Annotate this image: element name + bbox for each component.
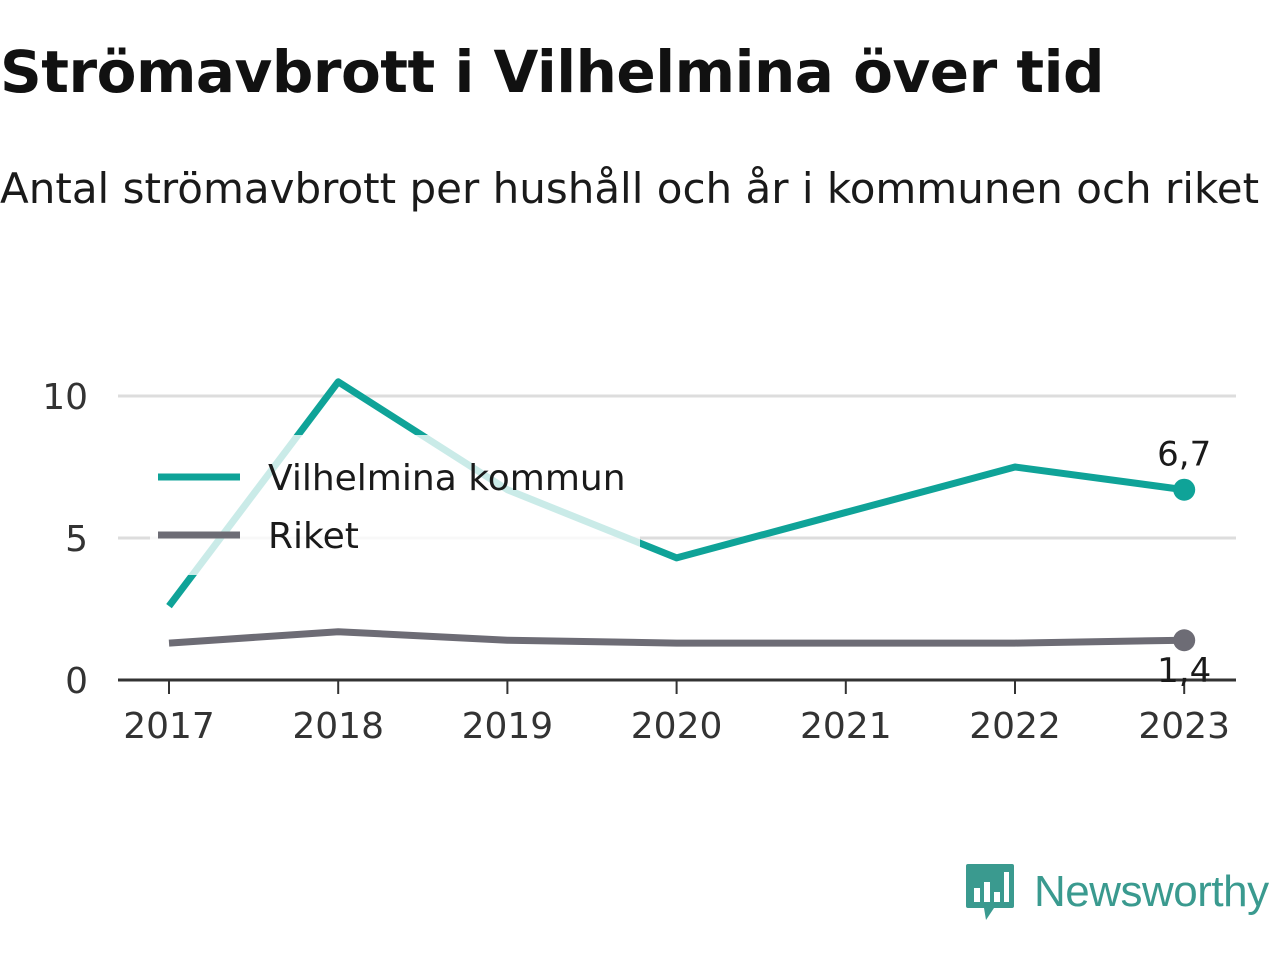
x-tick-label: 2019: [462, 706, 554, 747]
y-tick-label: 0: [65, 661, 88, 702]
x-tick-label: 2022: [969, 706, 1061, 747]
legend: Vilhelmina kommun Riket: [150, 435, 640, 575]
value-labels: 6,7 1,4: [1157, 435, 1211, 692]
end-label-riket: 1,4: [1157, 651, 1211, 691]
newsworthy-logo-icon: [966, 864, 1014, 920]
series-line-riket: [168, 628, 1185, 647]
end-point-riket: [1173, 629, 1196, 652]
x-tick-label: 2018: [292, 706, 384, 747]
newsworthy-brand: Newsworthy: [964, 862, 1269, 922]
x-tick-label: 2017: [123, 706, 215, 747]
legend-background: [150, 435, 640, 575]
x-tick-label: 2023: [1138, 706, 1230, 747]
axes: 0 5 10 2017 2018 2019 2020 2021 2022 2023: [42, 377, 1236, 747]
series-lines: [166, 378, 1196, 652]
end-label-vilhelmina: 6,7: [1157, 435, 1211, 475]
series-line-vilhelmina: [166, 378, 1185, 609]
end-point-vilhelmina: [1173, 478, 1196, 501]
x-tick-label: 2020: [631, 706, 723, 747]
brand-name: Newsworthy: [1034, 867, 1269, 916]
y-tick-label: 10: [42, 377, 88, 418]
y-tick-label: 5: [65, 519, 88, 560]
legend-label-vilhelmina: Vilhelmina kommun: [268, 458, 626, 499]
x-tick-label: 2021: [800, 706, 892, 747]
chart-subtitle: Antal strömavbrott per hushåll och år i …: [0, 164, 1260, 213]
legend-label-riket: Riket: [268, 516, 359, 557]
chart-title: Strömavbrott i Vilhelmina över tid: [0, 38, 1105, 106]
